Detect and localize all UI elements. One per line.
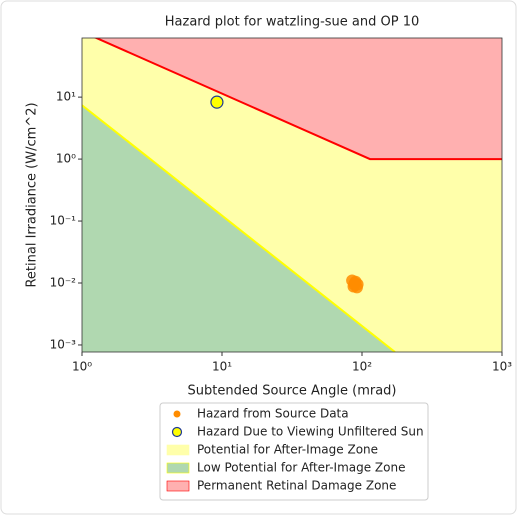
legend-label: Permanent Retinal Damage Zone	[197, 479, 396, 493]
scatter-point	[210, 95, 224, 109]
legend-swatch	[166, 444, 190, 456]
legend-label: Potential for After-Image Zone	[197, 443, 378, 457]
legend-marker	[173, 410, 181, 418]
y-tick-label: 10⁻¹	[50, 214, 77, 228]
legend	[159, 402, 429, 501]
legend-swatch	[166, 480, 190, 492]
plot-border	[81, 37, 503, 353]
legend-label: Hazard Due to Viewing Unfiltered Sun	[197, 425, 424, 439]
legend-label: Hazard from Source Data	[197, 407, 349, 421]
y-tick-label: 10¹	[56, 90, 76, 104]
x-tick-label: 10¹	[212, 360, 232, 374]
y-tick-label: 10⁻³	[50, 337, 77, 351]
legend-swatch	[166, 462, 190, 474]
chart-title: Hazard plot for watzling-sue and OP 10	[165, 15, 420, 30]
y-axis-label: Retinal Irradiance (W/cm^2)	[25, 102, 40, 287]
y-tick-label: 10⁰	[56, 152, 76, 166]
x-tick-label: 10²	[352, 360, 372, 374]
y-tick-label: 10⁻²	[50, 276, 77, 290]
zone-fill	[96, 38, 502, 160]
legend-label: Low Potential for After-Image Zone	[197, 461, 405, 475]
scatter-point	[348, 277, 361, 290]
zone-boundary	[93, 38, 502, 161]
x-axis-label: Subtended Source Angle (mrad)	[188, 384, 397, 399]
x-tick-label: 10³	[492, 360, 512, 374]
legend-marker	[171, 426, 183, 438]
x-tick-label: 10⁰	[72, 360, 92, 374]
zone-boundary	[82, 104, 396, 352]
plot-area	[82, 38, 502, 352]
